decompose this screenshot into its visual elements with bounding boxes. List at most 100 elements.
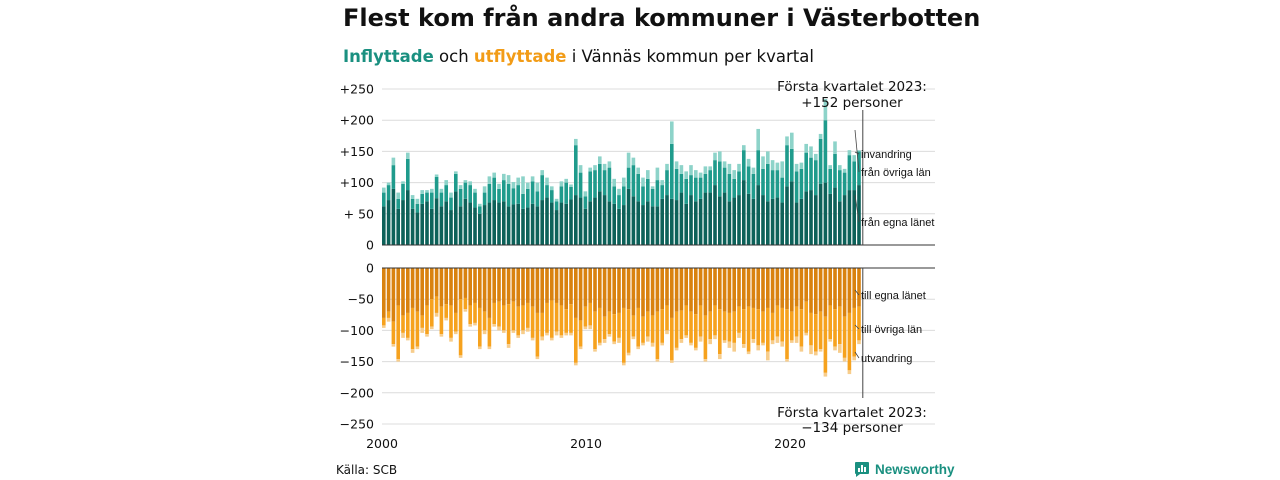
bar-in-0 (804, 191, 808, 245)
bar-in-2 (790, 132, 794, 149)
bar-in-1 (463, 182, 468, 199)
bar-in-2 (852, 155, 856, 162)
bar-out-2 (828, 339, 832, 342)
bar-in-2 (391, 157, 396, 166)
bar-out-1 (703, 315, 708, 360)
bar-out-1 (756, 309, 760, 346)
bar-out-0 (559, 268, 564, 306)
bar-out-0 (842, 268, 847, 317)
bar-out-0 (425, 268, 429, 306)
bar-out-2 (410, 349, 415, 353)
bar-in-0 (761, 195, 765, 245)
bar-out-1 (458, 299, 463, 356)
bar-out-2 (703, 359, 708, 362)
bar-out-0 (386, 268, 391, 312)
bar-out-1 (511, 301, 516, 331)
bar-in-1 (842, 172, 847, 196)
bar-in-0 (794, 202, 799, 245)
bar-out-1 (804, 301, 808, 333)
bar-out-0 (449, 268, 453, 306)
bar-in-0 (847, 190, 852, 245)
bar-out-2 (602, 339, 607, 343)
bar-out-1 (578, 320, 583, 347)
bar-in-1 (665, 170, 669, 196)
bar-out-2 (670, 360, 674, 363)
bar-out-2 (559, 335, 564, 338)
series-label-pointer (854, 351, 860, 359)
bar-out-0 (410, 268, 415, 308)
bar-out-2 (612, 341, 616, 345)
bar-out-0 (847, 268, 852, 313)
bar-out-0 (631, 268, 636, 316)
bar-out-1 (516, 306, 520, 336)
bar-out-0 (756, 268, 760, 310)
bar-in-2 (746, 158, 751, 167)
bar-in-2 (530, 176, 535, 182)
bar-out-0 (665, 268, 669, 306)
bar-in-2 (703, 166, 708, 174)
bar-in-0 (511, 204, 516, 245)
bar-out-1 (718, 309, 722, 355)
bar-out-2 (660, 342, 664, 346)
bar-out-2 (679, 339, 684, 343)
bar-out-1 (751, 307, 756, 340)
bar-out-2 (497, 326, 501, 331)
bar-out-1 (670, 317, 674, 361)
bar-out-0 (857, 268, 861, 307)
bar-out-2 (593, 349, 597, 352)
bar-in-1 (766, 163, 770, 202)
bar-in-0 (516, 203, 520, 245)
bar-in-2 (550, 186, 554, 191)
bar-out-1 (473, 302, 477, 323)
x-tick-label: 2010 (570, 436, 602, 451)
bar-in-2 (722, 161, 727, 168)
bar-out-0 (506, 268, 511, 305)
y-tick-label: −100 (340, 323, 374, 338)
bar-out-2 (535, 356, 540, 360)
bar-out-1 (526, 302, 530, 328)
bar-out-2 (636, 346, 640, 350)
y-tick-label: −150 (340, 354, 374, 369)
bar-out-2 (482, 330, 487, 335)
bar-in-2 (838, 165, 842, 171)
bar-in-1 (626, 167, 631, 189)
bar-out-0 (833, 268, 837, 310)
bar-in-0 (430, 208, 434, 245)
bar-out-0 (780, 268, 784, 308)
bar-out-1 (497, 301, 501, 327)
bar-out-0 (444, 268, 448, 305)
bar-in-1 (487, 183, 492, 203)
bar-out-0 (727, 268, 732, 313)
bar-out-1 (665, 305, 669, 331)
bar-out-1 (790, 311, 794, 341)
bar-out-0 (670, 268, 674, 318)
bar-out-1 (506, 304, 511, 345)
bar-out-1 (708, 311, 712, 340)
bar-out-1 (588, 302, 592, 326)
bar-out-1 (530, 306, 535, 338)
bar-out-0 (454, 268, 458, 313)
bar-out-0 (516, 268, 520, 307)
bar-out-0 (401, 268, 405, 316)
bar-out-0 (799, 268, 804, 310)
bar-out-0 (382, 268, 386, 318)
bar-out-1 (823, 316, 828, 373)
bar-in-0 (670, 198, 674, 245)
bar-in-1 (382, 192, 386, 207)
x-tick-label: 2020 (774, 436, 806, 451)
bar-out-0 (406, 268, 410, 313)
bar-out-1 (646, 311, 650, 337)
bar-in-2 (665, 163, 669, 171)
bar-out-1 (636, 307, 640, 347)
bar-out-1 (809, 312, 813, 346)
bar-in-2 (674, 161, 679, 169)
bar-out-1 (439, 306, 444, 335)
bar-out-2 (458, 355, 463, 358)
y-tick-label: −250 (340, 417, 374, 432)
chart-title: Flest kom från andra kommuner i Västerbo… (343, 4, 981, 32)
bar-in-0 (703, 192, 708, 245)
bar-in-1 (506, 183, 511, 207)
bar-in-0 (545, 197, 549, 245)
bar-in-2 (804, 143, 808, 153)
bar-out-2 (852, 356, 856, 361)
